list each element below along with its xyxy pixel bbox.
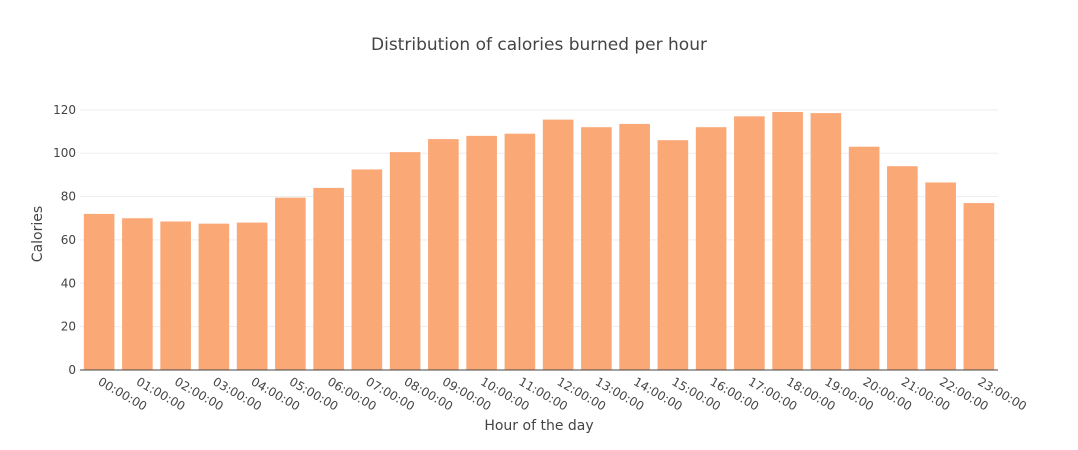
y-tick-label: 20	[61, 320, 76, 334]
bar[interactable]	[389, 152, 421, 370]
bar[interactable]	[122, 218, 153, 370]
y-axis-ticks: 0 20 40 60 80 100 120	[53, 103, 76, 377]
gridlines	[80, 109, 998, 328]
bar[interactable]	[581, 127, 612, 371]
y-tick-label: 60	[61, 233, 76, 247]
bar[interactable]	[466, 135, 497, 370]
bar[interactable]	[734, 116, 765, 371]
bar[interactable]	[619, 123, 650, 370]
bar[interactable]	[810, 113, 842, 370]
bar[interactable]	[428, 139, 459, 370]
y-tick-label: 80	[61, 190, 76, 204]
bar[interactable]	[313, 187, 344, 370]
bar[interactable]	[542, 119, 574, 370]
y-tick-label: 100	[53, 146, 76, 160]
bar[interactable]	[963, 203, 995, 370]
bar[interactable]	[925, 182, 956, 370]
y-tick-label: 120	[53, 103, 76, 117]
bar[interactable]	[351, 169, 383, 370]
bar[interactable]	[848, 146, 880, 370]
y-tick-label: 0	[68, 363, 76, 377]
bar[interactable]	[236, 222, 268, 370]
bar[interactable]	[83, 213, 115, 370]
bar[interactable]	[887, 166, 918, 370]
bar[interactable]	[198, 223, 230, 370]
bar[interactable]	[275, 197, 306, 370]
y-axis-title: Calories	[30, 206, 46, 262]
bar[interactable]	[504, 133, 536, 370]
chart-title: Distribution of calories burned per hour	[371, 35, 707, 55]
bar[interactable]	[772, 112, 803, 371]
bars	[83, 112, 995, 371]
bar[interactable]	[657, 140, 689, 370]
x-axis-ticks: 00:00:0001:00:0002:00:0003:00:0004:00:00…	[96, 374, 1029, 413]
bar[interactable]	[695, 127, 727, 371]
y-tick-label: 40	[61, 276, 76, 290]
bar[interactable]	[160, 221, 191, 370]
x-axis-title: Hour of the day	[484, 418, 593, 434]
